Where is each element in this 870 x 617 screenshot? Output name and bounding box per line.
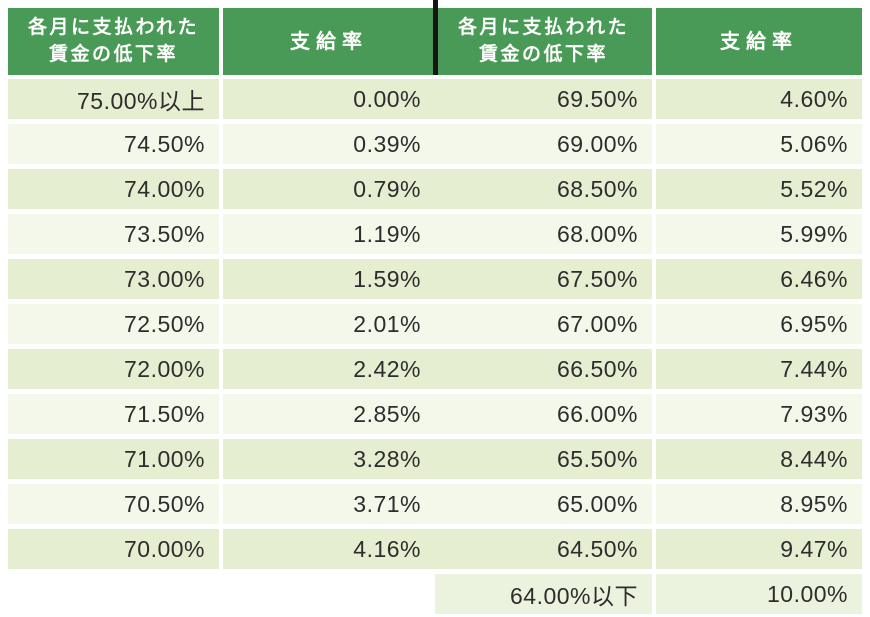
header-payment-rate-right: 支給率 (656, 8, 862, 75)
table-row: 71.00% 3.28% 65.50% 8.44% (8, 439, 862, 479)
table-row: 73.50% 1.19% 68.00% 5.99% (8, 214, 862, 254)
table-row: 72.00% 2.42% 66.50% 7.44% (8, 349, 862, 389)
right-rate-cell: 6.46% (656, 259, 862, 299)
left-decline-cell: 72.00% (8, 349, 219, 389)
left-decline-cell: 75.00%以上 (8, 79, 219, 119)
right-decline-cell: 66.00% (435, 394, 652, 434)
right-rate-cell: 6.95% (656, 304, 862, 344)
left-decline-cell (8, 574, 219, 614)
left-rate-cell: 2.85% (223, 394, 435, 434)
right-rate-cell: 9.47% (656, 529, 862, 569)
right-rate-cell: 5.06% (656, 124, 862, 164)
header-payment-rate-left: 支給率 (223, 8, 435, 75)
left-rate-cell: 3.28% (223, 439, 435, 479)
left-decline-cell: 74.00% (8, 169, 219, 209)
header-wage-decline-left-line2: 賃金の低下率 (48, 43, 178, 65)
right-decline-cell: 69.00% (435, 124, 652, 164)
right-decline-cell: 65.00% (435, 484, 652, 524)
left-decline-cell: 71.00% (8, 439, 219, 479)
left-decline-cell: 74.50% (8, 124, 219, 164)
table-row: 72.50% 2.01% 67.00% 6.95% (8, 304, 862, 344)
header-wage-decline-left-line1: 各月に支払われた (27, 16, 200, 38)
right-rate-cell: 4.60% (656, 79, 862, 119)
right-rate-cell: 8.95% (656, 484, 862, 524)
right-decline-cell: 67.50% (435, 259, 652, 299)
table-row: 73.00% 1.59% 67.50% 6.46% (8, 259, 862, 299)
right-rate-cell: 5.99% (656, 214, 862, 254)
right-rate-cell: 8.44% (656, 439, 862, 479)
header-wage-decline-right-line2: 賃金の低下率 (478, 43, 608, 65)
left-rate-cell: 1.19% (223, 214, 435, 254)
left-decline-cell: 73.50% (8, 214, 219, 254)
left-rate-cell: 2.42% (223, 349, 435, 389)
table-row: 70.50% 3.71% 65.00% 8.95% (8, 484, 862, 524)
left-decline-cell: 73.00% (8, 259, 219, 299)
table-row: 70.00% 4.16% 64.50% 9.47% (8, 529, 862, 569)
right-rate-cell: 7.44% (656, 349, 862, 389)
right-decline-cell: 64.00%以下 (435, 574, 652, 614)
left-rate-cell: 2.01% (223, 304, 435, 344)
left-rate-cell: 0.00% (223, 79, 435, 119)
left-rate-cell (223, 574, 435, 614)
table-row: 75.00%以上 0.00% 69.50% 4.60% (8, 79, 862, 119)
right-decline-cell: 68.50% (435, 169, 652, 209)
header-wage-decline-right-line1: 各月に支払われた (457, 16, 630, 38)
left-decline-cell: 70.50% (8, 484, 219, 524)
right-decline-cell: 69.50% (435, 79, 652, 119)
right-rate-cell: 5.52% (656, 169, 862, 209)
right-decline-cell: 65.50% (435, 439, 652, 479)
right-rate-cell: 10.00% (656, 574, 862, 614)
right-decline-cell: 64.50% (435, 529, 652, 569)
header-wage-decline-right: 各月に支払われた 賃金の低下率 (435, 8, 652, 75)
table-row: 74.00% 0.79% 68.50% 5.52% (8, 169, 862, 209)
left-decline-cell: 71.50% (8, 394, 219, 434)
table-row: 71.50% 2.85% 66.00% 7.93% (8, 394, 862, 434)
right-rate-cell: 7.93% (656, 394, 862, 434)
left-decline-cell: 72.50% (8, 304, 219, 344)
right-decline-cell: 66.50% (435, 349, 652, 389)
table-row: 74.50% 0.39% 69.00% 5.06% (8, 124, 862, 164)
right-decline-cell: 67.00% (435, 304, 652, 344)
header-wage-decline-left: 各月に支払われた 賃金の低下率 (8, 8, 219, 75)
left-rate-cell: 4.16% (223, 529, 435, 569)
header-center-divider (433, 0, 438, 75)
table-row: 64.00%以下 10.00% (8, 574, 862, 614)
table-header-row: 各月に支払われた 賃金の低下率 支給率 各月に支払われた 賃金の低下率 支給率 (8, 8, 862, 75)
left-rate-cell: 0.39% (223, 124, 435, 164)
left-rate-cell: 3.71% (223, 484, 435, 524)
table-body: 75.00%以上 0.00% 69.50% 4.60% 74.50% 0.39% 69.00… (8, 79, 862, 614)
left-rate-cell: 1.59% (223, 259, 435, 299)
left-decline-cell: 70.00% (8, 529, 219, 569)
left-rate-cell: 0.79% (223, 169, 435, 209)
right-decline-cell: 68.00% (435, 214, 652, 254)
